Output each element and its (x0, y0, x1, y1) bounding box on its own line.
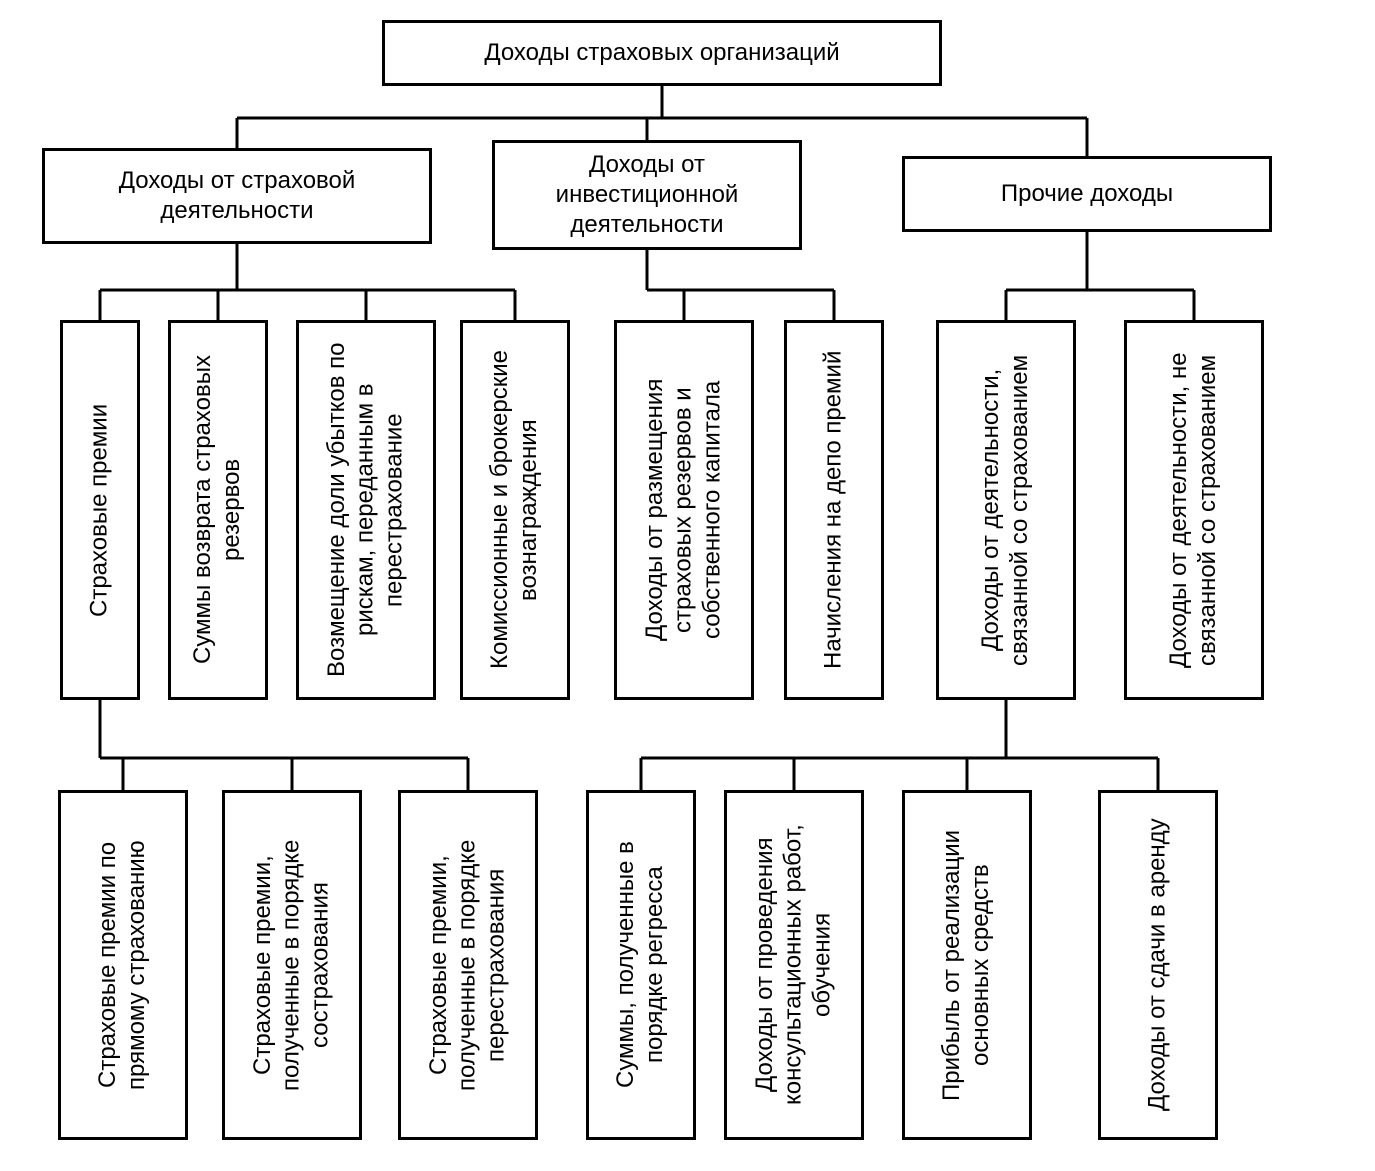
node-l2_3: Возмещение доли убытков по рискам, перед… (296, 320, 436, 700)
node-label: Комиссионные и брокерские вознаграждения (486, 327, 544, 693)
node-label: Страховые премии по прямому страхованию (94, 797, 152, 1133)
node-label: Прочие доходы (1001, 179, 1173, 209)
node-label: Страховые премии, полученные в порядке с… (249, 797, 335, 1133)
node-l2_7: Доходы от деятельности, связанной со стр… (936, 320, 1076, 700)
node-label: Доходы страховых организаций (484, 38, 839, 68)
node-label: Прибыль от реализации основных средств (938, 797, 996, 1133)
node-l3_2: Страховые премии, полученные в порядке с… (222, 790, 362, 1140)
node-l2_6: Начисления на депо премий (784, 320, 884, 700)
node-label: Доходы от инвестиционной деятельности (499, 150, 795, 240)
node-label: Возмещение доли убытков по рискам, перед… (323, 327, 409, 693)
node-l1b: Доходы от инвестиционной деятельности (492, 140, 802, 250)
node-l1a: Доходы от страховой деятельности (42, 148, 432, 244)
node-label: Доходы от размещения страховых резервов … (641, 327, 727, 693)
node-label: Доходы от деятельности, связанной со стр… (977, 327, 1035, 693)
diagram-canvas: Доходы страховых организаций Доходы от ст… (0, 0, 1375, 1171)
node-l3_4: Суммы, полученные в порядке регресса (586, 790, 696, 1140)
node-label: Доходы от деятельности, не связанной со … (1165, 327, 1223, 693)
node-l2_5: Доходы от размещения страховых резервов … (614, 320, 754, 700)
node-l3_5: Доходы от проведения консультационных ра… (724, 790, 864, 1140)
node-l3_1: Страховые премии по прямому страхованию (58, 790, 188, 1140)
node-l2_1: Страховые премии (60, 320, 140, 700)
node-root: Доходы страховых организаций (382, 20, 942, 86)
node-label: Суммы, полученные в порядке регресса (612, 797, 670, 1133)
node-label: Суммы возврата страховых резервов (189, 327, 247, 693)
node-l3_6: Прибыль от реализации основных средств (902, 790, 1032, 1140)
node-l2_8: Доходы от деятельности, не связанной со … (1124, 320, 1264, 700)
node-label: Доходы от сдачи в аренду (1144, 819, 1173, 1112)
node-label: Страховые премии (86, 403, 115, 616)
node-label: Доходы от страховой деятельности (49, 166, 425, 226)
node-label: Доходы от проведения консультационных ра… (751, 797, 837, 1133)
node-l1c: Прочие доходы (902, 156, 1272, 232)
node-l3_7: Доходы от сдачи в аренду (1098, 790, 1218, 1140)
node-l3_3: Страховые премии, полученные в порядке п… (398, 790, 538, 1140)
node-label: Страховые премии, полученные в порядке п… (425, 797, 511, 1133)
node-l2_4: Комиссионные и брокерские вознаграждения (460, 320, 570, 700)
node-label: Начисления на депо премий (820, 351, 849, 669)
node-l2_2: Суммы возврата страховых резервов (168, 320, 268, 700)
